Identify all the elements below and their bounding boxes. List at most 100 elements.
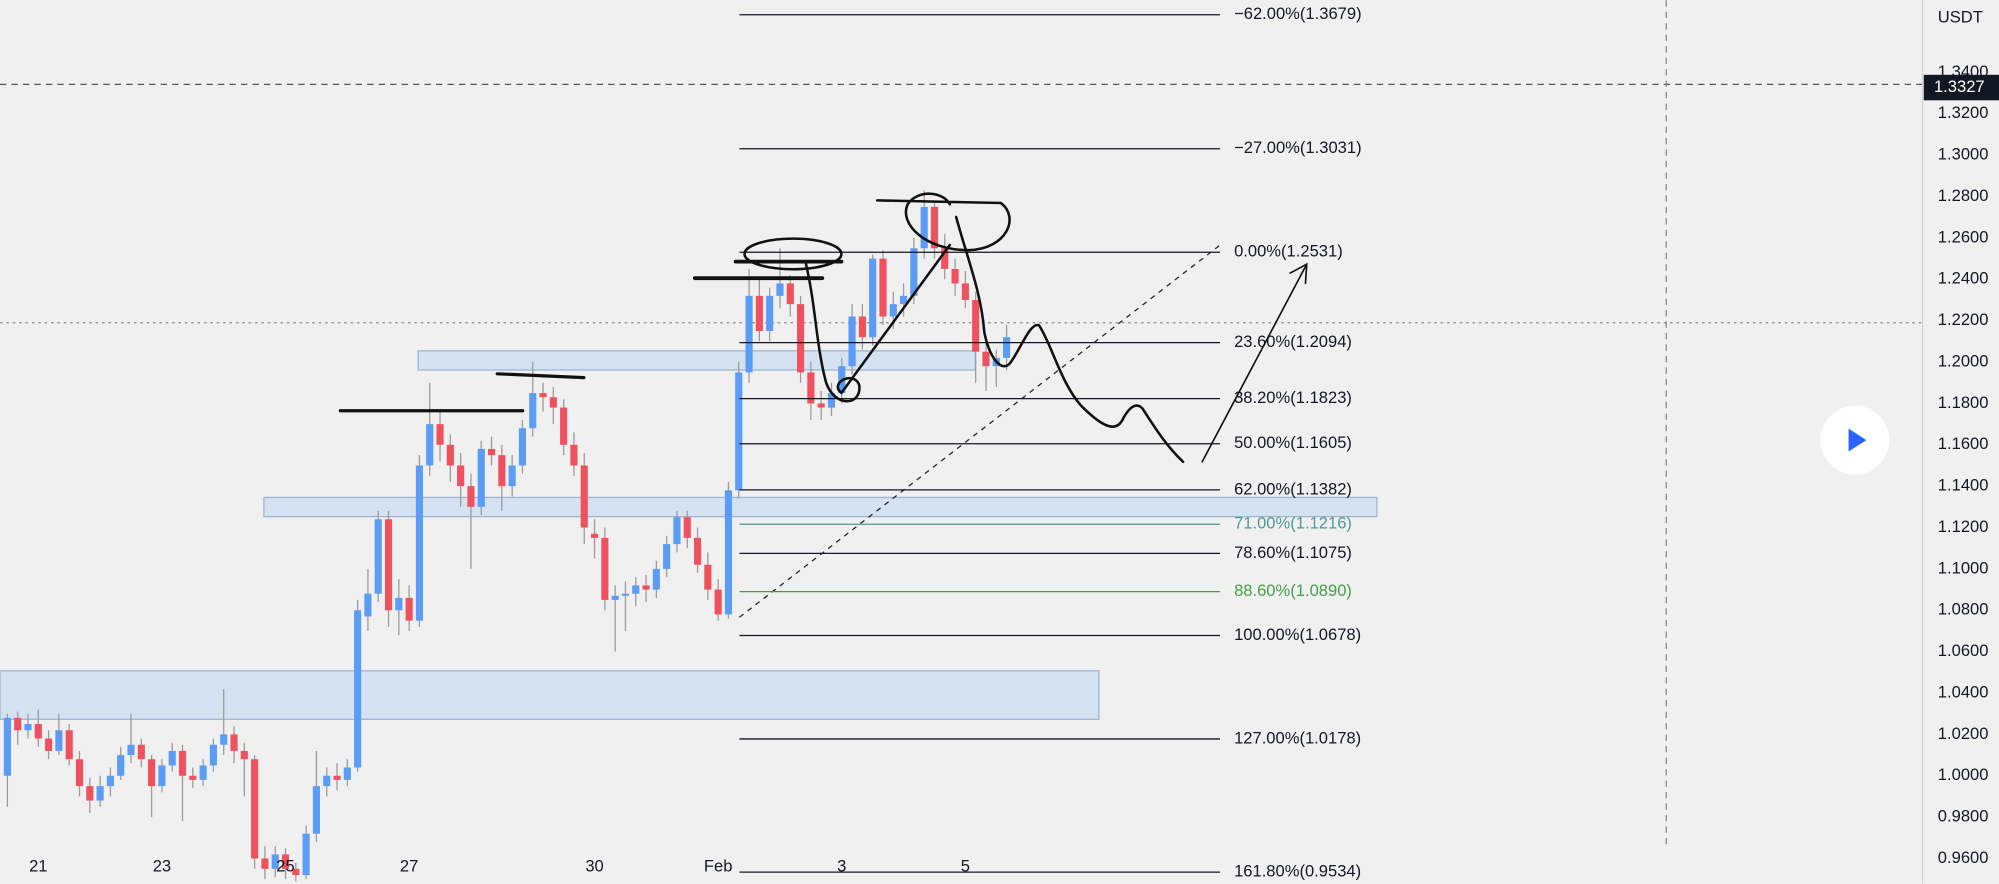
y-tick-label: 1.3000 (1938, 145, 1989, 164)
zone (417, 350, 976, 371)
candle-body (106, 775, 114, 787)
candle-body (251, 759, 259, 859)
candle-body (415, 465, 424, 621)
candle-body (601, 537, 609, 600)
candle-body (137, 744, 145, 760)
y-tick-label: 1.0800 (1938, 600, 1989, 619)
candle-body (384, 519, 393, 611)
stroke (804, 243, 952, 403)
candle-body (817, 403, 825, 408)
candle-body (436, 424, 444, 445)
candle-body (477, 448, 485, 507)
candle-body (158, 765, 166, 787)
candle-body (735, 372, 743, 491)
current-price-box (1923, 74, 1999, 101)
candle-body (178, 750, 187, 776)
candle-body (292, 868, 300, 876)
candle-body (189, 775, 197, 780)
fib-level-label: 23.60%(1.2094) (1234, 332, 1352, 351)
candle-body (910, 248, 918, 296)
candle-body (199, 765, 207, 780)
fib-level-label: 78.60%(1.1075) (1234, 543, 1352, 562)
drawings (0, 0, 1923, 849)
x-tick-label: 23 (153, 857, 171, 876)
candle-body (539, 393, 547, 398)
y-tick-label: 1.2200 (1938, 310, 1989, 329)
candle-body (848, 316, 856, 367)
candle-body (364, 593, 372, 617)
candle-body (900, 295, 908, 305)
candle-body (951, 268, 959, 284)
candle-body (457, 465, 465, 487)
zone (263, 496, 1378, 518)
y-axis: USDT 1.34001.32001.30001.28001.26001.240… (1923, 7, 1999, 867)
candle-body (663, 544, 671, 569)
candle-body (549, 397, 557, 408)
candle-body (240, 750, 248, 760)
fib-level-label: 38.20%(1.1823) (1234, 388, 1352, 407)
candle-body (405, 597, 413, 621)
y-tick-label: 1.1200 (1938, 517, 1989, 536)
candle-body (570, 444, 578, 466)
candle-body (879, 258, 887, 317)
y-tick-label: 1.1800 (1938, 393, 1989, 412)
stroke (743, 237, 843, 271)
candle-body (230, 734, 238, 751)
candle-body (632, 585, 640, 594)
candle-body (333, 775, 341, 780)
candle-body (827, 393, 836, 408)
candle-body (209, 744, 217, 766)
x-tick-label: 21 (29, 857, 47, 876)
candle-body (508, 465, 516, 487)
x-axis: 21 23 25 27 30 Feb 3 5 (29, 857, 970, 876)
candle-body (354, 610, 362, 768)
candle-body (941, 248, 949, 269)
candle-body (518, 428, 527, 466)
candle-body (930, 206, 939, 249)
stroke (954, 215, 1185, 464)
stroke (875, 192, 1011, 252)
y-tick-label: 1.2400 (1938, 269, 1989, 288)
y-tick-label: 1.1000 (1938, 558, 1989, 577)
candle-body (55, 730, 63, 751)
fib-level-label: 0.00%(1.2531) (1234, 242, 1343, 261)
play-button[interactable] (1820, 405, 1890, 475)
candle-body (766, 295, 774, 332)
candle-body (281, 854, 290, 869)
candle-body (590, 533, 599, 538)
candle-body (45, 738, 53, 751)
candle-body (395, 597, 403, 611)
y-tick-label: 1.2800 (1938, 186, 1989, 205)
candle-body (920, 206, 928, 249)
candle-body (714, 589, 722, 615)
x-tick-label: 3 (837, 857, 846, 876)
y-tick-label: 1.0200 (1938, 724, 1989, 743)
fib-level-label: 127.00%(1.0178) (1234, 728, 1361, 747)
fib-level-label: −27.00%(1.3031) (1234, 138, 1362, 157)
candle-body (148, 759, 156, 787)
candle-body (446, 444, 454, 466)
candle-body (426, 424, 434, 466)
candle-body (611, 595, 619, 600)
y-tick-label: 1.1400 (1938, 476, 1989, 495)
x-tick-label: Feb (704, 857, 733, 876)
candle-body (86, 786, 94, 801)
candle-body (693, 537, 702, 565)
candle-body (807, 372, 815, 404)
y-tick-label: 1.3200 (1938, 103, 1989, 122)
candle-body (302, 833, 310, 876)
candle-body (117, 755, 125, 776)
candle-body (673, 517, 681, 545)
candle-body (374, 519, 382, 594)
candle-body (704, 564, 712, 590)
candle-body (220, 734, 228, 745)
y-tick-label: 1.2600 (1938, 227, 1989, 246)
fib-level-label: 161.80%(0.9534) (1234, 862, 1361, 881)
play-icon[interactable] (1848, 428, 1867, 452)
candle-body (560, 407, 568, 445)
candle-body (1003, 337, 1011, 358)
fib-retracement: −62.00%(1.3679) −27.00%(1.3031) 0.00%(1.25… (739, 4, 1362, 881)
candle-body (972, 299, 980, 352)
stroke (495, 372, 586, 380)
candles (3, 190, 1011, 882)
